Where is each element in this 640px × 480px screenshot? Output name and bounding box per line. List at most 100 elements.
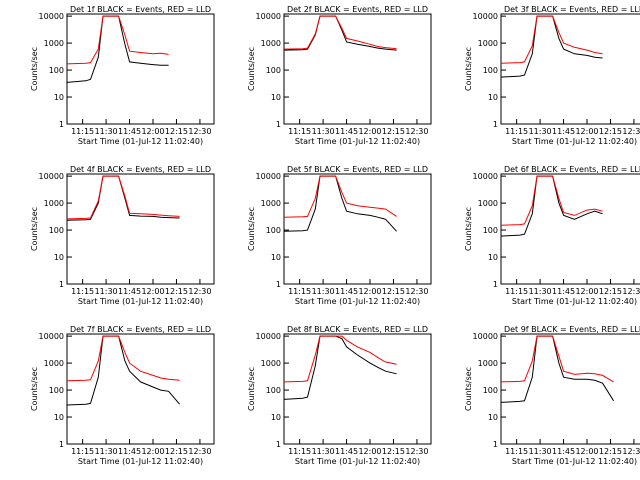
series-line [500,175,603,226]
y-axis-label: Counts/sec [464,207,473,251]
x-tick-label: 12:00 [358,447,381,456]
y-tick-label: 1 [493,280,498,289]
x-tick-label: 12:30 [622,127,640,136]
x-tick-label: 11:45 [335,287,358,296]
y-tick-label: 10 [488,413,498,422]
series-line [500,335,615,403]
y-tick-label: 100 [49,66,64,75]
x-tick-label: 12:30 [622,287,640,296]
x-axis-label: Start Time (01-Jul-12 11:02:40) [295,457,420,466]
panel-title: Det 3f BLACK = Events, RED = LLD [504,5,640,14]
y-tick-label: 1000 [261,39,281,48]
y-tick-label: 1 [59,120,64,129]
y-axis-label: Counts/sec [30,47,39,91]
series-line [500,335,614,383]
panel-title: Det 9f BLACK = Events, RED = LLD [504,325,640,334]
y-tick-label: 10000 [39,332,64,341]
x-tick-label: 12:15 [382,127,405,136]
x-tick-label: 11:30 [95,287,118,296]
x-tick-label: 12:15 [382,287,405,296]
y-tick-label: 10 [488,93,498,102]
x-tick-label: 11:45 [552,447,575,456]
x-tick-label: 12:30 [405,287,428,296]
y-tick-label: 1 [493,440,498,449]
x-tick-label: 12:00 [141,447,164,456]
panel-title: Det 2f BLACK = Events, RED = LLD [287,5,428,14]
plot-frame [283,333,432,445]
y-tick-label: 1000 [261,359,281,368]
y-axis-label: Counts/sec [247,47,256,91]
panel-title: Det 4f BLACK = Events, RED = LLD [70,165,211,174]
y-tick-label: 10 [271,253,281,262]
y-tick-label: 10000 [256,172,281,181]
y-tick-label: 100 [49,226,64,235]
detector-panel: Det 2f BLACK = Events, RED = LLD 1 10 100 10… [247,5,432,146]
x-axis-label: Start Time (01-Jul-12 11:02:40) [78,297,203,306]
panel-title: Det 8f BLACK = Events, RED = LLD [287,325,428,334]
x-tick-label: 12:00 [358,127,381,136]
series-line [66,175,180,220]
x-tick-label: 12:00 [575,287,598,296]
series-line [500,15,603,78]
x-tick-label: 12:15 [382,447,405,456]
x-tick-label: 11:30 [312,287,335,296]
x-tick-label: 11:15 [71,287,94,296]
detector-panel: Det 3f BLACK = Events, RED = LLD 1 10 100 10… [464,5,640,146]
x-tick-label: 12:15 [165,287,188,296]
x-tick-label: 12:15 [599,127,622,136]
series-line [283,175,397,232]
plot-frame [500,173,640,285]
x-tick-label: 11:30 [529,287,552,296]
series-line [283,335,397,383]
detector-panel: Det 1f BLACK = Events, RED = LLD 1 10 100 10… [30,5,215,146]
x-axis-label: Start Time (01-Jul-12 11:02:40) [78,137,203,146]
y-tick-label: 10000 [39,12,64,21]
series-line [66,335,180,406]
plot-frame [500,13,640,125]
detector-panel: Det 4f BLACK = Events, RED = LLD 1 10 100 10… [30,165,215,306]
x-tick-label: 11:45 [335,127,358,136]
detector-panel: Det 7f BLACK = Events, RED = LLD 1 10 100 10… [30,325,215,466]
series-line [283,175,397,218]
x-tick-label: 11:45 [118,447,141,456]
x-tick-label: 12:15 [599,447,622,456]
x-tick-label: 11:30 [529,127,552,136]
x-tick-label: 11:45 [552,287,575,296]
x-tick-label: 12:30 [622,447,640,456]
y-tick-label: 1000 [478,39,498,48]
x-axis-label: Start Time (01-Jul-12 11:02:40) [78,457,203,466]
series-line [283,335,397,400]
detector-panel: Det 6f BLACK = Events, RED = LLD 1 10 100 10… [464,165,640,306]
series-line [66,335,180,382]
y-tick-label: 100 [483,226,498,235]
y-tick-label: 10 [54,253,64,262]
x-axis-label: Start Time (01-Jul-12 11:02:40) [512,137,637,146]
x-tick-label: 11:15 [71,447,94,456]
x-tick-label: 11:45 [118,127,141,136]
x-tick-label: 12:00 [575,127,598,136]
y-tick-label: 10000 [256,12,281,21]
y-tick-label: 10 [271,93,281,102]
x-tick-label: 11:30 [312,127,335,136]
x-tick-label: 12:00 [358,287,381,296]
series-line [66,15,169,65]
x-axis-label: Start Time (01-Jul-12 11:02:40) [295,137,420,146]
x-tick-label: 11:30 [312,447,335,456]
plot-frame [66,333,215,445]
y-axis-label: Counts/sec [30,367,39,411]
x-tick-label: 11:45 [552,127,575,136]
y-tick-label: 100 [266,226,281,235]
y-tick-label: 10000 [473,12,498,21]
plot-frame [283,13,432,125]
plot-frame [500,333,640,445]
y-tick-label: 10000 [473,172,498,181]
x-tick-label: 12:00 [141,127,164,136]
y-tick-label: 10000 [256,332,281,341]
y-tick-label: 1000 [478,359,498,368]
x-tick-label: 12:15 [599,287,622,296]
x-axis-label: Start Time (01-Jul-12 11:02:40) [512,457,637,466]
detector-panel: Det 5f BLACK = Events, RED = LLD 1 10 100 10… [247,165,432,306]
panel-title: Det 7f BLACK = Events, RED = LLD [70,325,211,334]
y-axis-label: Counts/sec [247,207,256,251]
